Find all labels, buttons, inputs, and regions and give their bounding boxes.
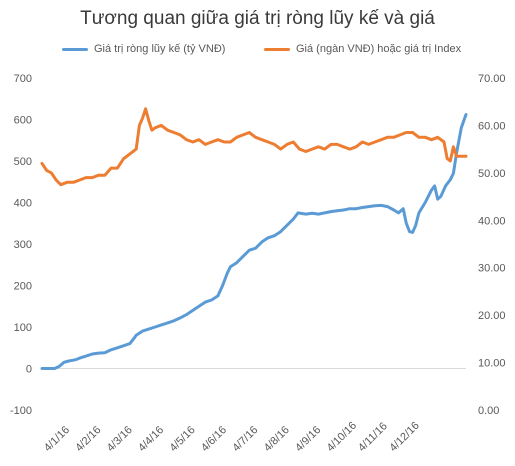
y-right-tick-label: 60.00 bbox=[478, 120, 506, 132]
chart-legend: Giá trị ròng lũy kế (tỷ VNĐ) Giá (ngàn V… bbox=[0, 43, 515, 61]
y-left-tick-label: 600 bbox=[14, 115, 32, 127]
legend-label-price: Giá (ngàn VNĐ) hoặc giá trị Index bbox=[296, 43, 462, 55]
y-right-tick-label: 20.00 bbox=[478, 310, 506, 322]
legend-swatch-price bbox=[264, 47, 290, 51]
x-tick-label: 4/8/16 bbox=[262, 424, 292, 454]
legend-item-net-value: Giá trị ròng lũy kế (tỷ VNĐ) bbox=[62, 43, 225, 55]
y-right-tick-label: 0.00 bbox=[478, 405, 499, 417]
y-left-tick-label: 400 bbox=[14, 198, 32, 210]
x-tick-label: 4/9/16 bbox=[293, 424, 323, 454]
legend-swatch-net-value bbox=[62, 47, 88, 51]
x-tick-label: 4/6/16 bbox=[199, 424, 229, 454]
legend-label-net-value: Giá trị ròng lũy kế (tỷ VNĐ) bbox=[94, 43, 226, 55]
legend-item-price: Giá (ngàn VNĐ) hoặc giá trị Index bbox=[264, 43, 461, 55]
y-left-tick-label: 500 bbox=[14, 156, 32, 168]
y-right-tick-label: 10.00 bbox=[478, 358, 506, 370]
x-tick-label: 4/5/16 bbox=[168, 424, 198, 454]
x-tick-label: 4/1/16 bbox=[42, 424, 72, 454]
y-right-tick-label: 70.00 bbox=[478, 73, 506, 85]
y-axis-left: -100 0 100 200 300 400 500 600 700 bbox=[10, 73, 32, 417]
x-tick-label: 4/10/16 bbox=[325, 420, 359, 454]
y-left-tick-label: 0 bbox=[26, 364, 32, 376]
x-tick-label: 4/11/16 bbox=[356, 420, 390, 454]
y-right-tick-label: 50.00 bbox=[478, 168, 506, 180]
x-tick-label: 4/2/16 bbox=[73, 424, 103, 454]
y-left-tick-label: 700 bbox=[14, 73, 32, 85]
x-tick-label: 4/4/16 bbox=[136, 424, 166, 454]
chart-title: Tương quan giữa giá trị ròng lũy kế và g… bbox=[80, 8, 435, 29]
x-axis: 4/1/16 4/2/16 4/3/16 4/4/16 4/5/16 4/6/16 4/7/… bbox=[42, 368, 466, 454]
y-right-tick-label: 40.00 bbox=[478, 215, 506, 227]
series-line-net-value bbox=[40, 113, 468, 370]
y-axis-right: 0.00 10.00 20.00 30.00 40.00 50.00 60.00 70.00 bbox=[478, 73, 506, 417]
series-layer bbox=[40, 107, 468, 370]
x-tick-label: 4/3/16 bbox=[105, 424, 135, 454]
y-left-tick-label: 300 bbox=[14, 239, 32, 251]
x-tick-label: 4/12/16 bbox=[387, 420, 421, 454]
y-left-tick-label: 200 bbox=[14, 281, 32, 293]
series-line-price bbox=[40, 107, 468, 187]
y-left-tick-label: 100 bbox=[14, 322, 32, 334]
y-left-tick-label: -100 bbox=[10, 405, 32, 417]
y-right-tick-label: 30.00 bbox=[478, 263, 506, 275]
x-tick-label: 4/7/16 bbox=[230, 424, 260, 454]
